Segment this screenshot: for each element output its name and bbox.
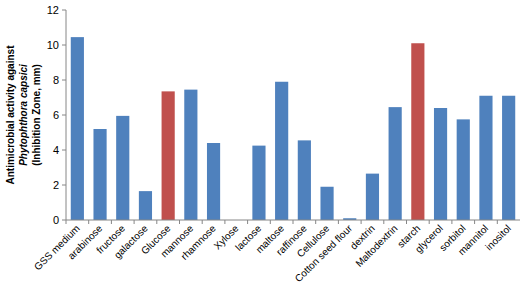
chart-container: 0 2 4 6 8 10 12 GSS mediumarabinosefructosegala… — [0, 0, 526, 303]
bar — [139, 191, 152, 220]
bar — [116, 116, 129, 220]
x-tick — [474, 220, 475, 224]
x-tick — [383, 220, 384, 224]
x-tick — [293, 220, 294, 224]
y-axis-line — [66, 10, 67, 220]
y-tick-label: 10 — [47, 39, 59, 51]
x-tick — [406, 220, 407, 224]
bar — [479, 96, 492, 220]
bar — [434, 108, 447, 220]
x-tick — [338, 220, 339, 224]
x-tick — [315, 220, 316, 224]
bar — [162, 91, 175, 220]
y-tick-label: 12 — [47, 4, 59, 16]
x-tick — [111, 220, 112, 224]
x-tick — [247, 220, 248, 224]
bars — [71, 37, 515, 220]
x-tick — [451, 220, 452, 224]
y-tick — [62, 80, 66, 81]
y-axis-title: Antimicrobial activity againstPhytophtho… — [5, 45, 42, 185]
y-tick-label: 8 — [53, 74, 59, 86]
y-axis-title-line: Antimicrobial activity against — [5, 45, 16, 185]
x-tick — [88, 220, 89, 224]
x-tick-label: Maltodextrin — [353, 223, 399, 269]
x-tick — [270, 220, 271, 224]
y-tick — [62, 185, 66, 186]
y-tick — [62, 150, 66, 151]
bar — [252, 146, 265, 220]
y-tick-label: 6 — [53, 109, 59, 121]
y-tick-label: 2 — [53, 179, 59, 191]
y-axis-title-line: Phytophthora capsici — [18, 64, 29, 166]
x-tick — [179, 220, 180, 224]
x-tick — [134, 220, 135, 224]
x-tick-label: glycerol — [413, 223, 445, 255]
bar — [502, 96, 515, 220]
bar — [71, 37, 84, 220]
x-tick — [66, 220, 67, 224]
bar — [184, 90, 197, 220]
bar — [298, 140, 311, 220]
bar — [207, 143, 220, 220]
x-axis: GSS mediumarabinosefructosegalactoseGluc… — [32, 220, 513, 284]
y-axis-title-line: (Inhibition Zone, mm) — [31, 64, 42, 166]
y-tick-label: 0 — [53, 214, 59, 226]
x-tick-label: Cotton seed flour — [293, 222, 355, 284]
y-tick — [62, 10, 66, 11]
x-tick — [156, 220, 157, 224]
bar — [93, 129, 106, 220]
x-tick — [361, 220, 362, 224]
chart-svg: 0 2 4 6 8 10 12 GSS mediumarabinosefructosegala… — [0, 0, 526, 303]
x-tick-label: inositol — [483, 223, 513, 253]
y-axis: 0 2 4 6 8 10 12 — [47, 4, 66, 226]
bar — [457, 119, 470, 220]
x-tick — [429, 220, 430, 224]
bar — [411, 43, 424, 220]
y-tick — [62, 45, 66, 46]
x-tick — [202, 220, 203, 224]
bar — [366, 174, 379, 220]
x-tick — [497, 220, 498, 224]
x-tick — [224, 220, 225, 224]
bar — [275, 82, 288, 220]
y-tick — [62, 220, 66, 221]
x-tick-label: mannitol — [456, 223, 491, 258]
bar — [320, 187, 333, 220]
y-tick-label: 4 — [53, 144, 59, 156]
y-tick — [62, 115, 66, 116]
bar — [389, 107, 402, 220]
